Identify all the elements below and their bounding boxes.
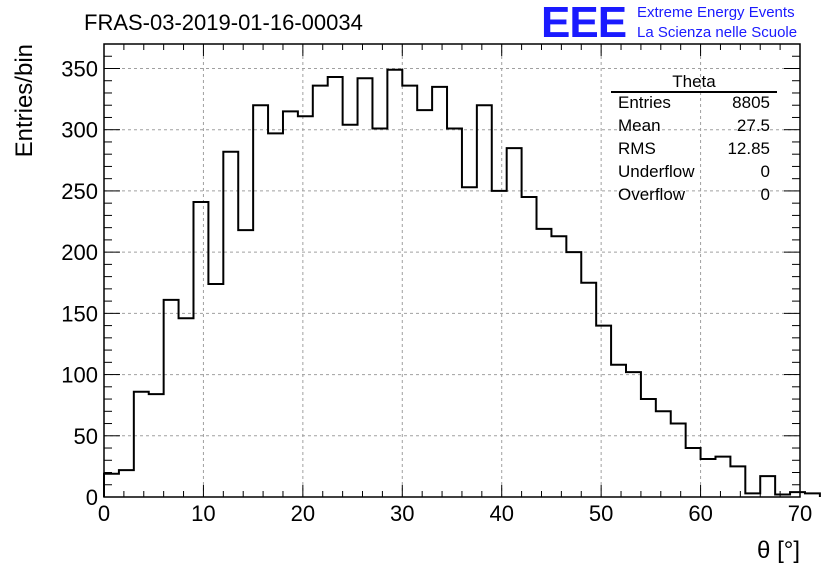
- histogram-bin: [328, 77, 343, 497]
- histogram-bin: [432, 87, 447, 497]
- y-tick-label: 200: [61, 240, 98, 265]
- histogram-bin: [596, 326, 611, 497]
- x-tick-label: 60: [688, 501, 712, 526]
- x-tick-label: 20: [291, 501, 315, 526]
- eee-logo: EEE: [541, 0, 627, 47]
- histogram-bin: [238, 230, 253, 497]
- histogram-bin: [551, 236, 566, 497]
- histogram-bin: [656, 411, 671, 497]
- histogram-bin: [671, 424, 686, 497]
- x-tick-label: 40: [489, 501, 513, 526]
- logo-line-2: La Scienza nelle Scuole: [637, 24, 798, 41]
- histogram-bin: [492, 191, 507, 497]
- x-tick-label: 70: [788, 501, 812, 526]
- stats-box-rule: [611, 91, 777, 93]
- x-tick-label: 30: [390, 501, 414, 526]
- histogram-bin: [686, 448, 701, 497]
- histogram-bin: [372, 128, 387, 497]
- histogram-bin: [149, 394, 164, 497]
- stats-key: Mean: [618, 116, 661, 135]
- histogram-bin: [283, 111, 298, 497]
- histogram-bin: [477, 105, 492, 497]
- histogram-bin: [611, 365, 626, 497]
- logo-line-1: Extreme Energy Events: [637, 4, 795, 21]
- stats-value: 0: [760, 185, 770, 204]
- stats-value: 0: [760, 162, 770, 181]
- histogram-bin: [402, 86, 417, 497]
- histogram-bin: [537, 229, 552, 497]
- histogram-bin: [730, 466, 745, 497]
- histogram-bin: [581, 283, 596, 497]
- histogram-bin: [298, 116, 313, 497]
- stats-key: Entries: [618, 93, 671, 112]
- y-tick-label: 300: [61, 118, 98, 143]
- histogram-bin: [760, 476, 775, 497]
- y-tick-label: 150: [61, 301, 98, 326]
- x-axis-label: θ [°]: [757, 537, 800, 564]
- histogram-bin: [522, 197, 537, 497]
- histogram-bin: [134, 392, 149, 497]
- histogram-bin: [119, 470, 134, 497]
- y-axis-label: Entries/bin: [11, 44, 38, 157]
- histogram-bin: [566, 252, 581, 497]
- histogram-bin: [268, 133, 283, 497]
- x-tick-label: 0: [98, 501, 110, 526]
- histogram-bin: [417, 110, 432, 497]
- stats-key: Underflow: [618, 162, 695, 181]
- y-tick-label: 0: [86, 485, 98, 510]
- histogram-bin: [223, 152, 238, 497]
- stats-value: 8805: [732, 93, 770, 112]
- y-tick-label: 100: [61, 363, 98, 388]
- histogram-bin: [387, 70, 402, 497]
- x-tick-label: 10: [191, 501, 215, 526]
- chart-title: FRAS-03-2019-01-16-00034: [84, 10, 363, 35]
- plot-frame: [103, 43, 801, 498]
- stats-key: RMS: [618, 139, 656, 158]
- histogram-bin: [358, 78, 373, 497]
- histogram-bin: [805, 493, 820, 497]
- histogram-bin: [343, 125, 358, 497]
- histogram-bin: [701, 459, 716, 497]
- histogram-bin: [253, 105, 268, 497]
- histogram-bin: [715, 457, 730, 497]
- stats-value: 27.5: [736, 116, 770, 135]
- y-tick-labels: 0 50 100 150 200 250 300 350: [61, 56, 98, 510]
- stats-value: 12.85: [727, 139, 770, 158]
- histogram-bin: [462, 187, 477, 497]
- histogram-step-line: [103, 68, 821, 497]
- x-tick-labels: 0 10 20 30 40 50 60 70: [98, 501, 812, 526]
- grid-lines: [104, 44, 800, 497]
- axis-ticks: [103, 43, 801, 498]
- x-tick-label: 50: [589, 501, 613, 526]
- histogram-bin: [208, 284, 223, 497]
- histogram-bin: [641, 399, 656, 497]
- plot-frame-bg: [104, 44, 800, 497]
- histogram-bin: [193, 202, 208, 497]
- y-tick-label: 350: [61, 56, 98, 81]
- y-tick-label: 250: [61, 179, 98, 204]
- histogram-bin: [313, 86, 328, 497]
- histogram-bin: [104, 474, 119, 497]
- histogram-bin: [179, 318, 194, 497]
- histogram-bin: [164, 300, 179, 497]
- histogram-bin: [626, 372, 641, 497]
- stats-box-title: Theta: [672, 72, 716, 91]
- y-tick-label: 50: [74, 424, 98, 449]
- histogram-bin: [447, 128, 462, 497]
- histogram-bin: [507, 148, 522, 497]
- stats-key: Overflow: [618, 185, 686, 204]
